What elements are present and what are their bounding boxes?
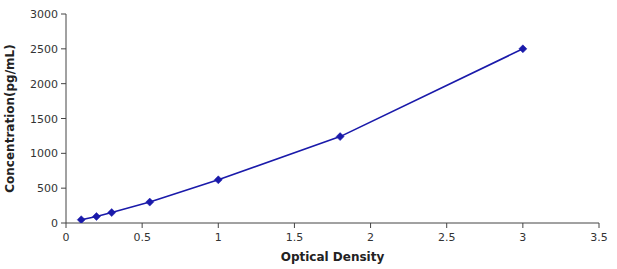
x-tick-label: 0.5 [133,231,151,244]
x-tick [218,223,219,228]
x-tick [294,223,295,228]
axes: 0 0.5 1 1.5 2 2.5 3 3.5 0 500 1000 1500 2000 2500 3000 [30,8,608,244]
x-tick-label: 1 [215,231,222,244]
x-tick-label: 3.5 [590,231,608,244]
x-axis-label: Optical Density [281,250,385,264]
x-tick [142,223,143,228]
y-tick-label: 2500 [30,43,58,56]
y-tick-label: 0 [51,217,58,230]
x-tick [370,223,371,228]
y-tick-label: 1500 [30,113,58,126]
x-tick [522,223,523,228]
data-line [81,49,523,220]
x-tick [446,223,447,228]
x-tick-label: 2 [367,231,374,244]
background [0,0,617,269]
x-tick [599,223,600,228]
chart-container: 0 0.5 1 1.5 2 2.5 3 3.5 0 500 1000 1500 2000 2500 3000… [0,0,617,269]
x-tick [66,223,67,228]
y-tick [61,153,66,154]
y-tick [61,188,66,189]
data-point [108,209,116,217]
y-tick-label: 3000 [30,8,58,21]
y-tick [61,118,66,119]
x-tick-label: 2.5 [438,231,456,244]
data-point [77,216,85,223]
y-tick-label: 500 [37,182,58,195]
y-axis-label: Concentration(pg/mL) [3,44,17,192]
y-tick [61,14,66,15]
data-point [336,133,344,141]
x-tick-label: 3 [519,231,526,244]
x-tick-label: 0 [63,231,70,244]
data-point [519,45,527,53]
data-layer [77,45,527,223]
x-tick-label: 1.5 [286,231,304,244]
y-tick [61,223,66,224]
y-tick [61,83,66,84]
data-point [146,198,154,206]
data-point [92,213,100,221]
data-point [214,176,222,184]
y-tick-label: 2000 [30,78,58,91]
y-tick-label: 1000 [30,147,58,160]
x-axis-line [66,223,599,224]
y-tick [61,48,66,49]
chart-svg: 0 0.5 1 1.5 2 2.5 3 3.5 0 500 1000 1500 2000 2500 3000… [0,0,617,269]
